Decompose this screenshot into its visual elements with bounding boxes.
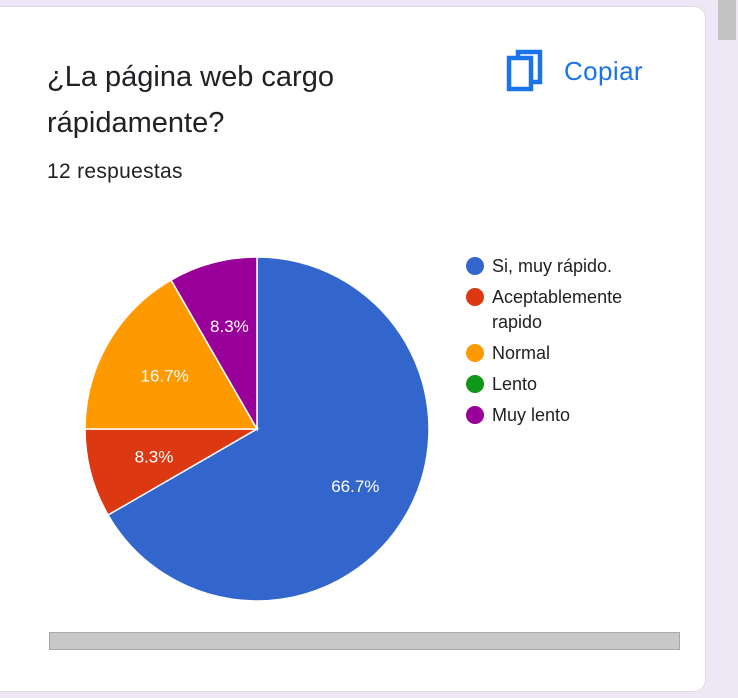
- legend-swatch: [466, 288, 484, 306]
- pie-slice[interactable]: [84, 279, 259, 430]
- legend-swatch: [466, 375, 484, 393]
- copy-icon: [506, 49, 543, 92]
- question-summary-card: ¿La página web cargo rápidamente? Copiar…: [0, 6, 706, 692]
- legend-label: Lento: [492, 374, 537, 394]
- pie-slice[interactable]: [84, 428, 260, 517]
- response-count: 12 respuestas: [47, 160, 183, 183]
- pie-slice[interactable]: [169, 256, 258, 432]
- question-title-line-1: ¿La página web cargo: [47, 61, 334, 93]
- slice-percent-label: 8.3%: [210, 317, 249, 336]
- pie-slice[interactable]: [107, 256, 430, 602]
- slice-percent-label: 16.7%: [141, 367, 189, 386]
- question-title: ¿La página web cargo rápidamente?: [47, 54, 467, 146]
- legend-label: Muy lento: [492, 405, 570, 425]
- slice-percent-label: 8.3%: [135, 448, 174, 467]
- legend-label: Normal: [492, 343, 550, 363]
- legend-swatch: [466, 406, 484, 424]
- legend-label: Aceptablemente: [492, 287, 622, 307]
- pie-chart: 66.7% 8.3% 16.7% 8.3% Si, muy rápido. Aceptab…: [84, 256, 622, 602]
- slice-percent-label: 66.7%: [331, 477, 379, 496]
- copy-chart-button[interactable]: Copiar: [506, 49, 643, 93]
- legend-label: Si, muy rápido.: [492, 256, 612, 276]
- horizontal-scrollbar[interactable]: [49, 632, 680, 650]
- legend-swatch: [466, 344, 484, 362]
- legend-label: rapido: [492, 312, 542, 332]
- vertical-scrollbar-thumb[interactable]: [718, 0, 736, 40]
- copy-button-label[interactable]: Copiar: [564, 55, 643, 86]
- legend-swatch: [466, 257, 484, 275]
- question-title-line-2: rápidamente?: [47, 107, 225, 139]
